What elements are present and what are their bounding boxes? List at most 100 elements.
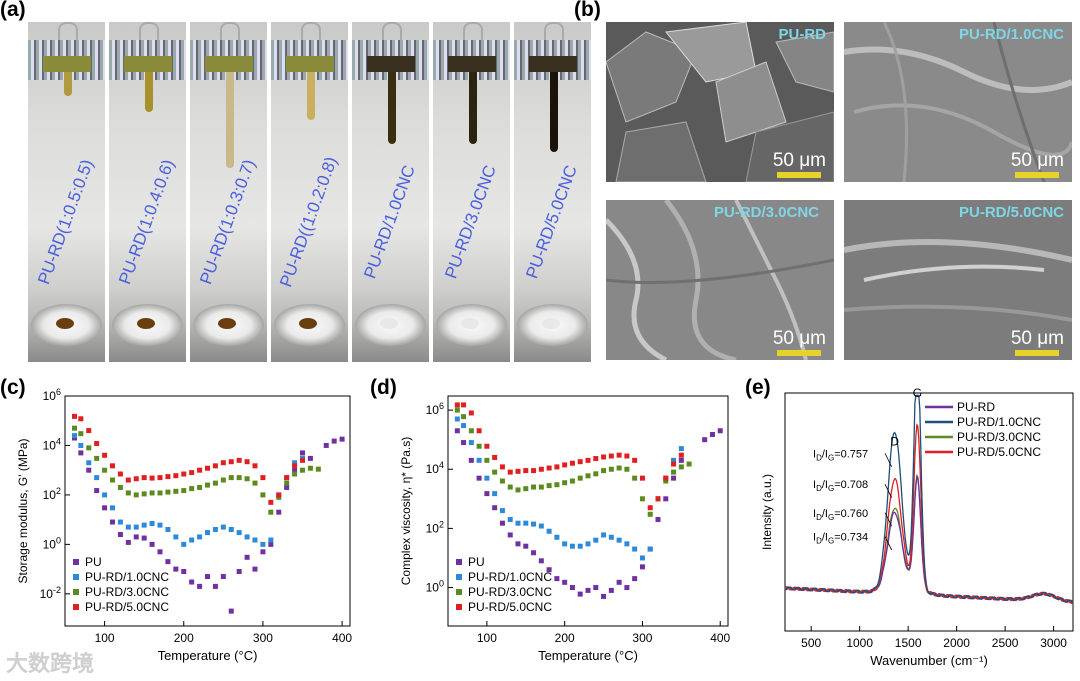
id-ig-ratio: ID/IG=0.734 <box>813 532 868 546</box>
binder-clip-icon <box>220 22 240 44</box>
data-point <box>110 505 115 511</box>
drip <box>469 72 477 144</box>
data-point <box>284 475 290 481</box>
data-point <box>593 537 599 543</box>
data-point <box>228 459 234 465</box>
drip-residue <box>218 318 236 329</box>
panel-label-c: (c) <box>0 376 26 399</box>
data-point <box>220 477 226 483</box>
data-point <box>616 537 622 543</box>
sem-texture <box>844 200 1072 360</box>
data-point <box>205 574 210 580</box>
data-point <box>102 467 108 473</box>
data-point <box>531 468 537 474</box>
data-point <box>72 433 77 439</box>
data-point <box>260 549 266 555</box>
sample-label: PU-RD((1:0.2:0.8) <box>276 154 341 290</box>
data-point <box>608 453 614 459</box>
data-point <box>149 490 155 496</box>
data-point <box>585 473 591 479</box>
sem-label: PU-RD/5.0CNC <box>958 204 1064 221</box>
data-point <box>562 480 568 486</box>
data-point <box>639 564 645 570</box>
data-point <box>569 585 575 591</box>
data-point <box>601 468 607 474</box>
data-point <box>236 475 242 481</box>
x-tick-label: 2000 <box>943 636 970 650</box>
data-point <box>515 541 521 547</box>
data-point <box>454 416 460 422</box>
data-point <box>236 457 242 463</box>
data-point <box>244 554 250 560</box>
x-tick-label: 300 <box>632 631 652 645</box>
legend-label: PU <box>85 555 102 569</box>
data-point <box>639 496 645 502</box>
data-point <box>212 583 218 589</box>
scale-bar-line <box>1015 350 1060 356</box>
scale-bar: 50 μm <box>1011 328 1064 356</box>
data-point <box>454 407 460 413</box>
film-sample <box>286 56 334 72</box>
data-point <box>78 442 84 448</box>
data-point <box>671 475 677 481</box>
data-point <box>78 450 84 456</box>
data-point <box>616 452 622 458</box>
film-sample <box>448 56 496 72</box>
data-point <box>141 491 147 497</box>
data-point <box>268 541 274 547</box>
data-point <box>284 484 290 490</box>
data-point <box>181 568 187 574</box>
data-point <box>546 465 552 471</box>
data-point <box>292 471 298 477</box>
data-point <box>181 488 187 494</box>
data-point <box>546 567 552 573</box>
data-point <box>252 566 258 572</box>
data-point <box>141 475 147 481</box>
data-point <box>601 593 607 599</box>
data-point <box>608 534 614 540</box>
data-point <box>276 509 282 515</box>
chart-raman-spectra: 500 1000 1500 2000 2500 3000 Wavenumber (cm⁻¹)… <box>760 386 1074 668</box>
data-point <box>94 455 100 461</box>
x-tick-label: 500 <box>801 636 821 650</box>
y-tick-label: 100 <box>43 535 61 551</box>
data-point <box>593 471 599 477</box>
data-point <box>133 476 139 482</box>
data-point <box>125 524 131 530</box>
data-point <box>86 428 92 434</box>
data-point <box>585 457 591 463</box>
photo-strip: PU-RD/3.0CNC <box>433 22 510 362</box>
data-point <box>585 541 591 547</box>
x-tick-label: 300 <box>253 631 273 645</box>
data-point <box>307 465 313 471</box>
data-point <box>569 460 575 466</box>
data-point <box>476 475 482 481</box>
data-point <box>252 537 258 543</box>
x-tick-label: 100 <box>95 631 115 645</box>
legend-label: PU-RD <box>957 400 995 414</box>
data-point <box>515 487 521 493</box>
data-point <box>499 464 505 470</box>
film-sample <box>124 56 172 72</box>
panel-label-b: (b) <box>574 0 601 21</box>
drip <box>550 72 558 152</box>
sem-image-pu-rd-5cnc: PU-RD/5.0CNC 50 μm <box>844 200 1072 360</box>
scale-bar: 50 μm <box>773 150 826 178</box>
data-point <box>220 524 226 530</box>
data-point <box>300 457 305 463</box>
data-point <box>157 490 163 496</box>
data-point <box>205 482 210 488</box>
legend-marker <box>456 589 462 595</box>
data-point <box>484 491 490 497</box>
legend-label: PU-RD/1.0CNC <box>957 415 1041 429</box>
data-point <box>678 464 684 470</box>
data-point <box>212 463 218 469</box>
legend-label: PU-RD/1.0CNC <box>85 570 169 584</box>
y-axis-label: Complex viscosity, η* (Pa.s) <box>399 437 413 585</box>
data-point <box>165 489 171 495</box>
data-point <box>454 402 460 408</box>
legend-marker <box>73 559 79 565</box>
data-point <box>608 466 614 472</box>
data-point <box>507 532 513 538</box>
data-point <box>577 475 583 481</box>
